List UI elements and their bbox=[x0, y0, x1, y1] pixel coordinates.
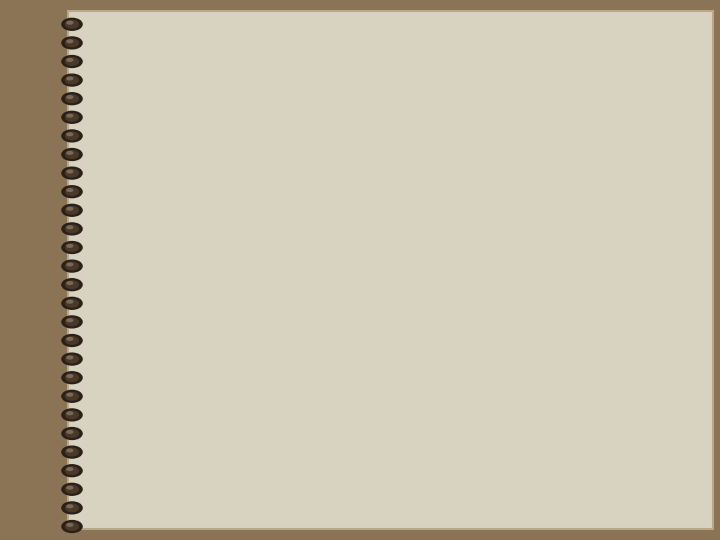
Text: ) and oxygen.: ) and oxygen. bbox=[263, 159, 411, 179]
Text: a)    Write the balanced equation.: a) Write the balanced equation. bbox=[107, 200, 469, 220]
Text: carbon dioxide and water to produce glucose: carbon dioxide and water to produce gluc… bbox=[168, 122, 655, 142]
Text: 6)  Photosynthesis reactions in green plants use: 6) Photosynthesis reactions in green pla… bbox=[107, 86, 626, 106]
Text: water available for photosynthesis, determine: water available for photosynthesis, dete… bbox=[168, 280, 665, 300]
Text: H: H bbox=[201, 159, 217, 179]
Text: O: O bbox=[237, 159, 253, 179]
Text: ii.     The excess reactant and the mass in excess: ii. The excess reactant and the mass in … bbox=[168, 348, 630, 367]
Text: i.      The limiting reactant: i. The limiting reactant bbox=[168, 316, 411, 336]
Text: 6: 6 bbox=[192, 174, 201, 189]
Text: 6: 6 bbox=[253, 174, 263, 189]
Text: iii.   The mass of glucose produced: iii. The mass of glucose produced bbox=[168, 379, 494, 398]
Text: b)    If a plant had 88.0g of carbon dioxide and 64.0 g: b) If a plant had 88.0g of carbon dioxid… bbox=[107, 241, 685, 261]
Text: (C: (C bbox=[168, 159, 192, 179]
Text: 12: 12 bbox=[217, 174, 237, 189]
Text: Practice Problem #6: Practice Problem #6 bbox=[255, 34, 552, 62]
